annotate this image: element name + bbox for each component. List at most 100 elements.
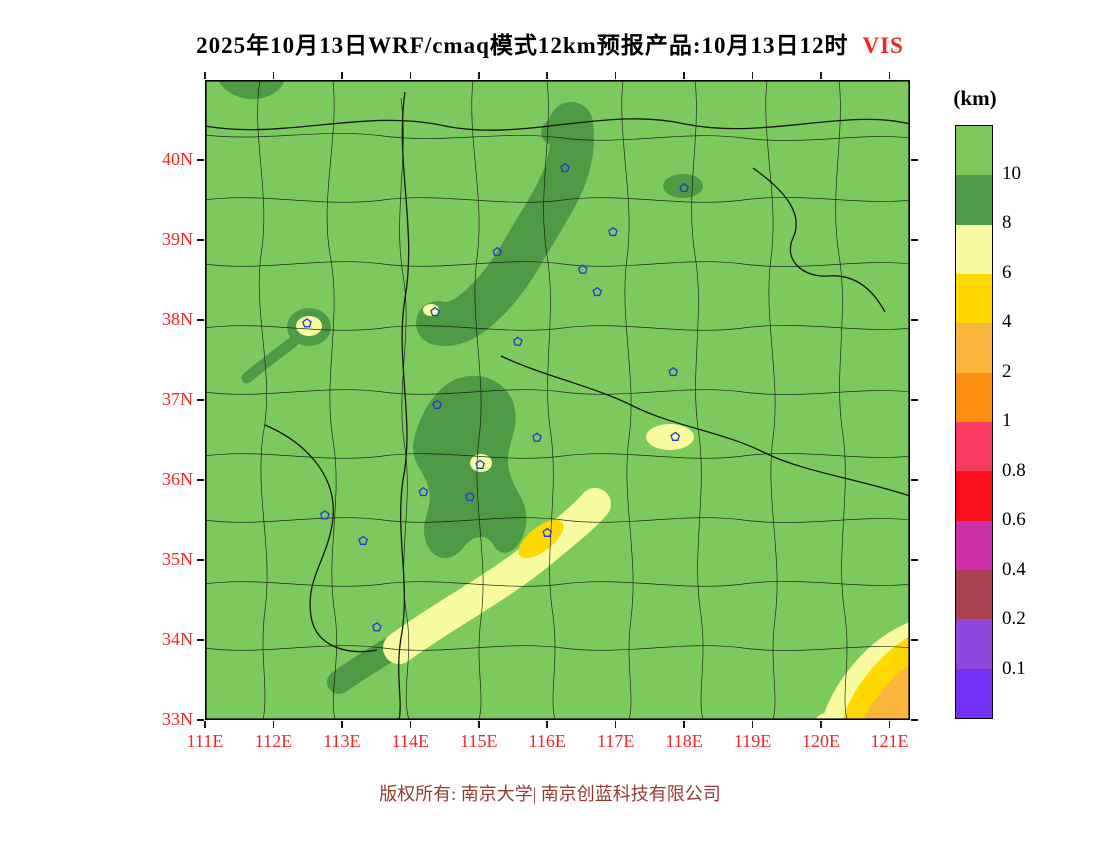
lat-axis-label: 35N [162, 549, 193, 569]
legend-value-label: 10 [1002, 162, 1021, 184]
city-marker [358, 535, 368, 545]
lon-tick-mark [683, 72, 685, 79]
lat-axis-label: 33N [162, 709, 193, 729]
city-marker [319, 510, 330, 520]
lon-tick-mark [478, 721, 480, 728]
legend-swatch-5 [956, 372, 992, 422]
lat-tick-mark [911, 719, 918, 721]
title-variable: VIS [862, 33, 904, 58]
county-boundaries [205, 80, 910, 720]
lon-tick-mark [546, 721, 548, 728]
city-markers [302, 162, 689, 632]
city-marker [532, 432, 542, 442]
city-marker [679, 182, 689, 193]
lat-tick-mark [197, 479, 204, 481]
lon-axis-label: 114E [391, 731, 429, 751]
lon-tick-mark [204, 721, 206, 728]
lon-tick-mark [614, 721, 617, 728]
city-marker [608, 226, 618, 237]
legend-swatch-6 [956, 421, 992, 472]
lon-axis-label: 118E [665, 731, 703, 751]
legend-value-label: 4 [1002, 311, 1012, 332]
lon-tick-mark [546, 72, 548, 79]
lon-axis-label: 115E [460, 731, 498, 751]
lon-axis-label: 117E [597, 731, 635, 751]
lat-axis-label: 37N [162, 389, 193, 409]
city-marker [432, 399, 442, 409]
lat-tick-mark [197, 559, 204, 561]
lon-axis-label: 111E [186, 731, 224, 751]
lat-tick-mark [911, 399, 918, 401]
lon-tick-mark [614, 72, 617, 79]
province-boundaries [205, 91, 910, 720]
lon-tick-mark [888, 72, 891, 79]
lat-axis-label: 40N [162, 149, 193, 169]
legend-value-label: 8 [1002, 212, 1012, 233]
lat-tick-mark [197, 399, 204, 401]
lat-axis-label: 38N [162, 309, 193, 329]
lon-tick-mark [751, 72, 754, 79]
lon-tick-mark [409, 72, 412, 79]
lon-tick-mark [272, 72, 275, 79]
lat-axis-label: 39N [162, 229, 193, 249]
lon-tick-mark [341, 72, 343, 79]
city-marker [592, 286, 603, 297]
legend-swatch-1 [956, 175, 992, 225]
page-title: 2025年10月13日WRF/cmaq模式12km预报产品:10月13日12时 V… [0, 26, 1100, 60]
lon-tick-mark [820, 72, 822, 79]
lat-tick-mark [197, 159, 204, 161]
lon-axis-label: 120E [802, 731, 841, 751]
legend-value-label: 0.1 [1002, 657, 1026, 679]
lat-tick-mark [911, 239, 918, 241]
city-marker [475, 459, 485, 469]
lat-tick-mark [911, 159, 918, 161]
lon-axis-label: 112E [254, 731, 293, 751]
legend-swatch-4 [956, 323, 992, 373]
lon-tick-mark [683, 721, 685, 728]
lon-tick-mark [341, 721, 343, 728]
city-marker [430, 306, 440, 317]
city-marker [542, 527, 553, 537]
city-marker [465, 491, 475, 501]
legend-swatch-0 [956, 126, 992, 176]
title-text: 2025年10月13日WRF/cmaq模式12km预报产品:10月13日12时 [196, 33, 849, 58]
lon-tick-mark [409, 721, 412, 728]
legend-value-label: 0.8 [1002, 459, 1026, 481]
city-marker [560, 162, 570, 173]
lat-tick-mark [911, 559, 918, 561]
legend-swatch-7 [956, 471, 992, 521]
legend-colorbar [955, 125, 993, 719]
legend-value-label: 2 [1002, 360, 1012, 382]
lon-tick-mark [820, 721, 822, 728]
lon-tick-mark [204, 72, 206, 79]
city-marker [577, 264, 588, 274]
lon-axis-label: 116E [528, 731, 566, 751]
map-frame [205, 80, 910, 720]
lat-tick-mark [197, 639, 204, 641]
city-marker [668, 366, 679, 377]
visibility-2-4-regions [864, 664, 910, 720]
lon-axis-label: 121E [870, 731, 909, 751]
city-marker [670, 431, 681, 441]
legend-value-label: 0.2 [1002, 608, 1026, 629]
lon-tick-mark [272, 721, 275, 728]
lat-axis-label: 36N [162, 469, 193, 489]
lon-tick-mark [888, 721, 891, 728]
legend-swatch-11 [956, 668, 992, 718]
city-marker [371, 622, 382, 632]
lon-axis-label: 113E [323, 731, 361, 751]
lat-tick-mark [197, 239, 204, 241]
lat-tick-mark [911, 639, 918, 641]
legend-unit-label: (km) [953, 86, 997, 110]
city-marker [302, 318, 312, 328]
city-marker [512, 336, 523, 346]
legend-swatch-2 [956, 224, 992, 274]
lat-tick-mark [911, 319, 918, 321]
lon-axis-label: 119E [733, 731, 772, 751]
lon-tick-mark [751, 721, 754, 728]
legend-value-label: 1 [1002, 410, 1012, 431]
lat-tick-mark [197, 719, 204, 721]
legend-value-label: 6 [1002, 261, 1012, 283]
copyright-text: 版权所有: 南京大学| 南京创蓝科技有限公司 [379, 784, 721, 804]
lat-tick-mark [911, 479, 918, 481]
